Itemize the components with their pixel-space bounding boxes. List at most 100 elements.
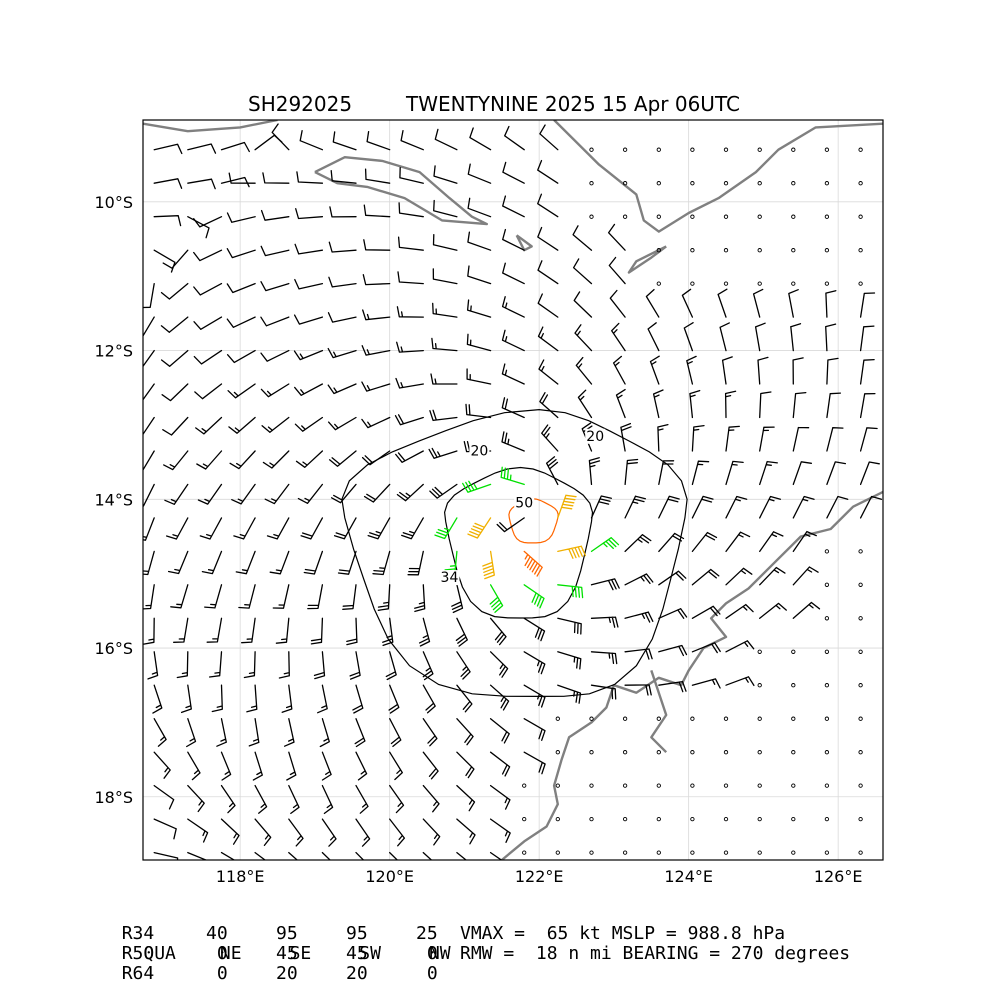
wind-barb [538,359,559,385]
wind-barb [389,851,399,860]
wind-barb [362,274,391,286]
wind-barb [467,517,492,539]
wind-barb [759,495,782,519]
calm-marker [824,683,830,688]
wind-barb [235,550,256,575]
wind-barb [180,684,192,714]
wind-barb [300,517,324,540]
header-nw: NW [428,943,451,964]
wind-barb [163,450,189,471]
wind-barb [329,206,357,218]
calm-marker [824,850,830,855]
calm-marker [656,750,661,755]
calm-marker [690,281,695,286]
calm-marker [656,850,661,855]
wind-barb [825,290,837,318]
wind-barb [143,550,155,576]
wind-barb [859,495,883,519]
wind-barb [197,483,223,505]
wind-barb [272,584,290,609]
wind-barb [395,450,424,463]
wind-barb [422,684,436,714]
contour-label-bg [514,495,535,511]
calm-marker [791,750,796,755]
wind-barb [489,584,504,613]
wind-barb [260,209,290,221]
wind-barb [465,403,492,419]
calm-marker [622,783,628,788]
wind-barb [792,461,813,486]
calm-marker [622,147,628,152]
calm-marker [723,816,729,822]
coastline-segment [627,245,667,274]
wind-barb [523,550,543,577]
calm-marker [824,716,830,721]
wind-barb [759,391,772,419]
wind-barb [254,818,272,847]
wind-barb [432,268,458,285]
wind-barb [295,208,324,220]
plot-frame [142,119,884,861]
wind-barb [489,818,511,843]
calm-marker [555,850,560,855]
calm-marker [589,181,594,186]
wind-barb [143,282,155,309]
x-tick-label: 126°E [814,867,863,886]
wind-barb [414,584,426,613]
wind-barb [211,684,223,713]
wind-barb [537,260,559,285]
wind-barb [294,243,324,255]
wind-barb [143,450,155,472]
wind-barb [433,199,458,218]
wind-barb [201,550,223,575]
wind-barb [504,125,525,151]
wind-barb [297,483,324,504]
calm-marker [858,649,863,654]
wind-barb [428,447,458,459]
wind-barb [327,416,357,431]
radii-row-r50: R50 0 45 45 0 [100,924,438,964]
wind-barb [396,306,424,318]
wind-barb [422,784,440,813]
calm-marker [589,750,594,755]
calm-marker [656,181,661,186]
calm-marker [690,816,695,822]
x-tick-label: 124°E [664,867,713,886]
wind-barb [271,123,290,151]
wind-barb [293,349,324,361]
calm-marker [791,716,796,721]
wind-barb [431,337,458,352]
summary-rmw-bearing: RMW = 18 n mi BEARING = 270 degrees [460,943,851,964]
wind-barb [825,323,837,352]
radii-row-r64: R64 0 20 20 0 [100,944,438,984]
wind-barb [366,130,391,151]
wind-barb [278,651,290,679]
wind-barb [204,584,223,609]
wind-barb [153,215,182,227]
wind-barb [691,495,714,519]
calm-marker [757,281,762,286]
cell-sw: 45 [346,943,368,964]
wind-barb [759,602,787,619]
wind-barb [792,601,821,619]
wind-barb [724,390,737,419]
wind-barb [658,680,687,693]
wind-barb [859,325,875,352]
calm-marker [589,816,594,822]
wind-barb [394,414,424,426]
calm-marker [791,248,796,253]
calm-marker [522,850,527,855]
wind-barb [162,416,189,436]
wind-barb [456,851,468,860]
calm-marker [723,214,729,219]
calm-marker [690,716,695,721]
wind-barb [502,228,525,251]
coastline-segment [143,120,278,133]
wind-barb [658,644,688,657]
calm-marker [757,816,762,822]
wind-barb [752,288,764,318]
wind-barb [407,550,424,576]
wind-contours [341,408,688,698]
wind-barb [859,292,876,318]
wind-barb [462,480,492,493]
